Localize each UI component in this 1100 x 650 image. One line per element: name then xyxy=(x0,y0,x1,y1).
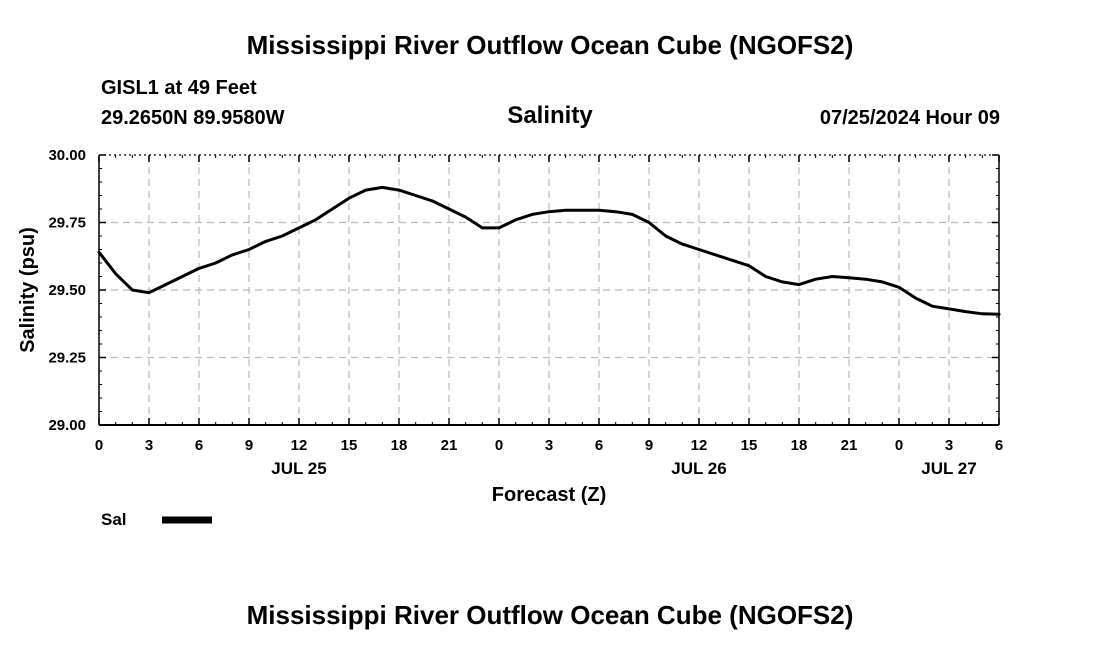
x-tick-label: 21 xyxy=(841,437,858,454)
y-tick-label: 30.00 xyxy=(48,147,86,164)
forecast-datetime: 07/25/2024 Hour 09 xyxy=(819,107,1000,129)
x-tick-label: 12 xyxy=(291,437,308,454)
x-tick-label: 3 xyxy=(545,437,553,454)
station-coords: 29.2650N 89.9580W xyxy=(101,107,285,129)
x-tick-label: 6 xyxy=(995,437,1003,454)
x-tick-label: 18 xyxy=(791,437,808,454)
x-axis-label: Forecast (Z) xyxy=(492,484,606,506)
x-tick-label: 15 xyxy=(741,437,758,454)
x-tick-label: 21 xyxy=(441,437,458,454)
x-tick-label: 6 xyxy=(595,437,603,454)
y-tick-label: 29.75 xyxy=(48,215,86,232)
x-tick-label: 6 xyxy=(195,437,203,454)
y-tick-label: 29.00 xyxy=(48,417,86,434)
x-tick-label: 9 xyxy=(645,437,653,454)
station-label: GISL1 at 49 Feet xyxy=(101,77,257,99)
variable-title: Salinity xyxy=(507,102,593,129)
x-tick-label: 3 xyxy=(145,437,153,454)
footer-title: Mississippi River Outflow Ocean Cube (NG… xyxy=(246,600,854,630)
date-label: JUL 26 xyxy=(671,459,726,478)
salinity-series-line xyxy=(97,185,1001,316)
x-tick-label: 15 xyxy=(341,437,358,454)
date-label: JUL 27 xyxy=(921,459,976,478)
date-label: JUL 25 xyxy=(271,459,326,478)
y-tick-label: 29.50 xyxy=(48,282,86,299)
legend-label: Sal xyxy=(101,510,127,529)
y-tick-label: 29.25 xyxy=(48,350,86,367)
x-tick-label: 0 xyxy=(95,437,103,454)
x-tick-label: 0 xyxy=(495,437,503,454)
x-tick-label: 3 xyxy=(945,437,953,454)
x-tick-label: 18 xyxy=(391,437,408,454)
x-tick-label: 0 xyxy=(895,437,903,454)
chart-title: Mississippi River Outflow Ocean Cube (NG… xyxy=(246,30,854,60)
x-tick-label: 9 xyxy=(245,437,253,454)
x-tick-label: 12 xyxy=(691,437,708,454)
y-axis-label: Salinity (psu) xyxy=(17,227,39,353)
